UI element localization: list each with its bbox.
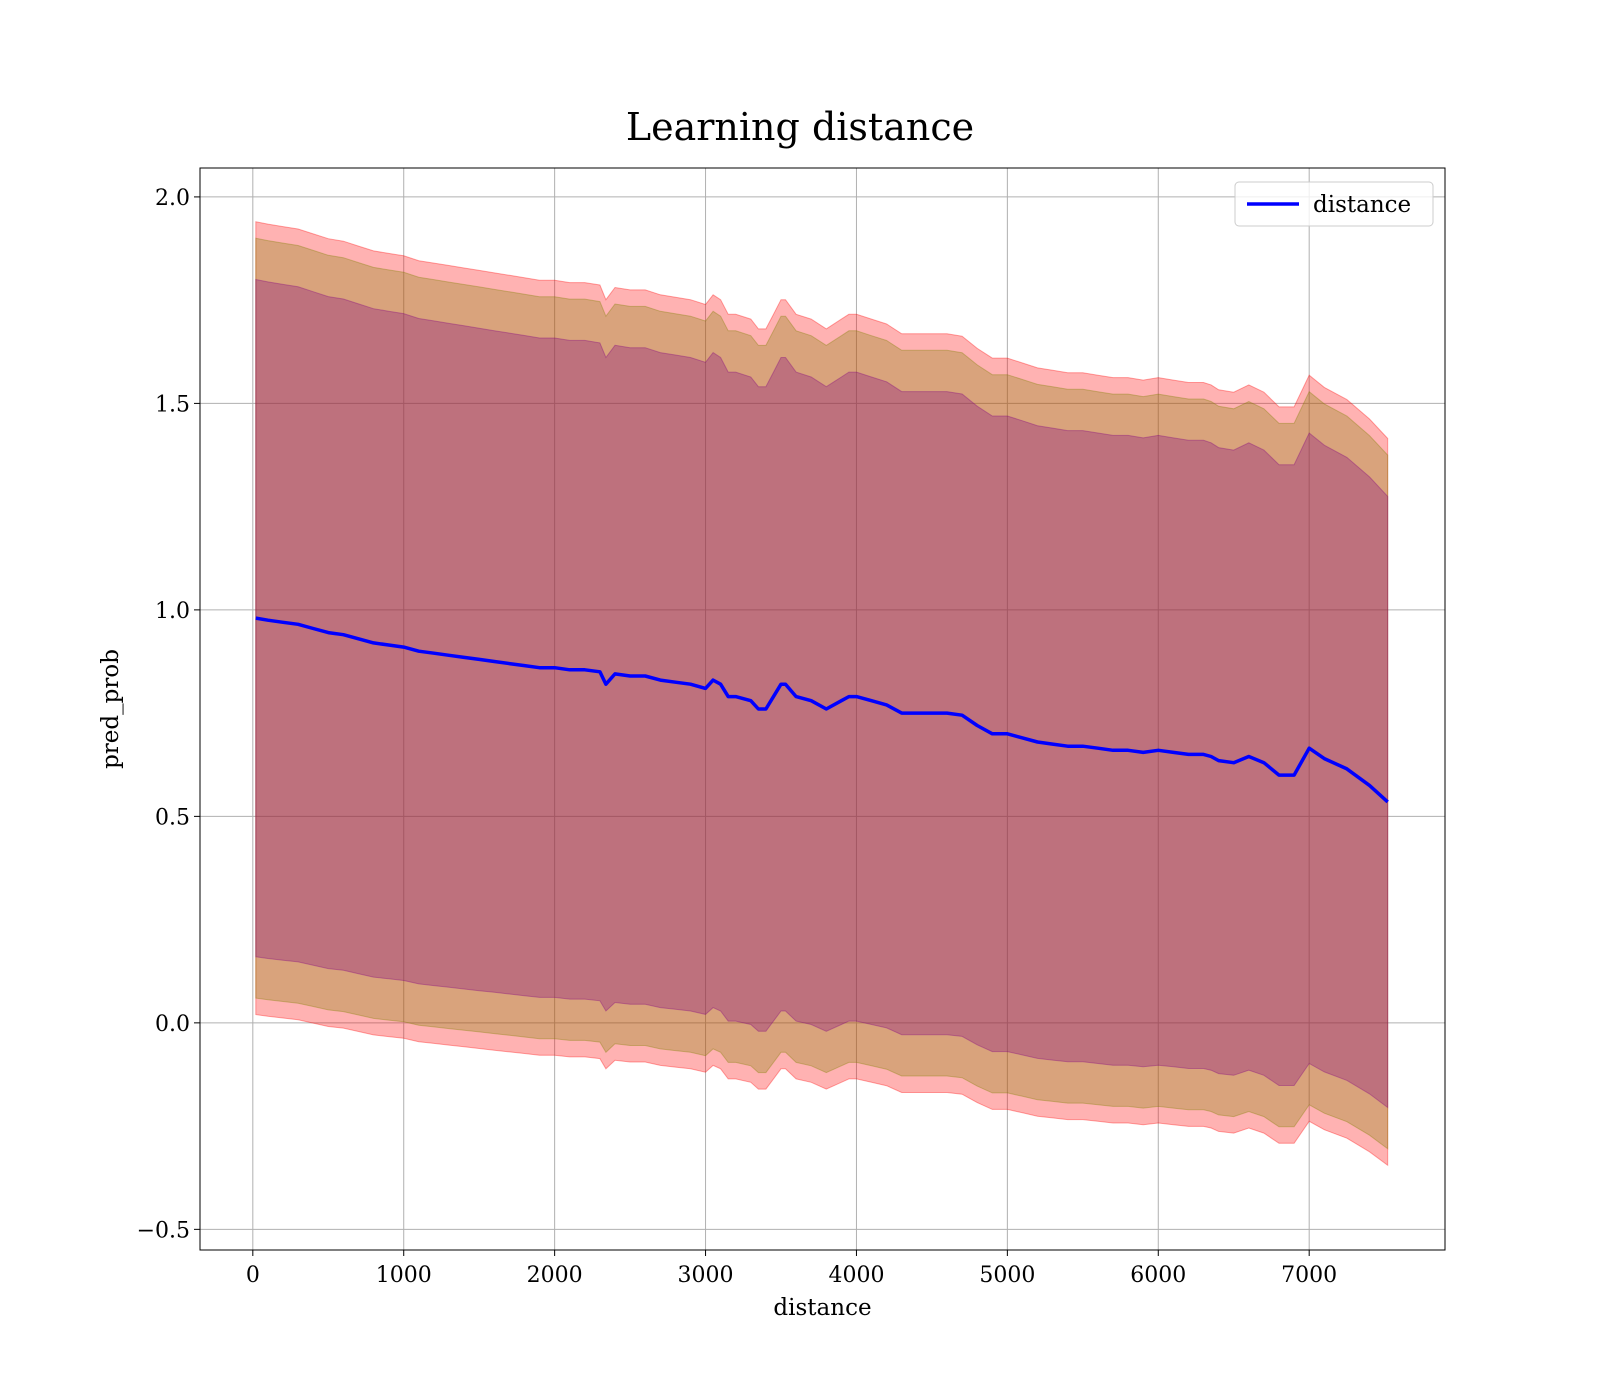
confidence-bands (255, 221, 1389, 1167)
series-lines (255, 616, 1389, 804)
legend: distance (1234, 181, 1434, 227)
y-axis-label: pred_prob (98, 649, 124, 769)
series-line-distance (255, 616, 1389, 804)
plot-area-frame (199, 167, 1446, 1251)
y-tick-label: 0.5 (155, 805, 190, 830)
chart-title: Learning distance (626, 105, 974, 149)
x-tick-label: 0 (246, 1263, 260, 1288)
middle-band-area (255, 237, 1389, 1150)
x-tick-label: 1000 (376, 1263, 432, 1288)
x-tick-label: 2000 (527, 1263, 583, 1288)
x-tick-label: 7000 (1281, 1263, 1337, 1288)
legend-label-distance: distance (1313, 192, 1411, 218)
y-tick-label: −0.5 (137, 1218, 190, 1243)
inner-band-area (255, 278, 1389, 1109)
outer-band-area (255, 221, 1389, 1167)
y-tick-label: 1.5 (155, 392, 190, 417)
y-tick-label: 2.0 (155, 186, 190, 211)
y-tick-label: 1.0 (155, 599, 190, 624)
legend-box (1234, 181, 1434, 227)
x-axis-label: distance (773, 1295, 871, 1321)
y-tick-label: 0.0 (155, 1012, 190, 1037)
x-tick-label: 5000 (979, 1263, 1035, 1288)
axis-ticks: 0 1000 2000 3000 4000 5000 6000 7000 −0.5 0.0 0.5 1… (137, 186, 1338, 1288)
x-tick-label: 3000 (678, 1263, 734, 1288)
x-tick-label: 6000 (1130, 1263, 1186, 1288)
x-tick-label: 4000 (828, 1263, 884, 1288)
